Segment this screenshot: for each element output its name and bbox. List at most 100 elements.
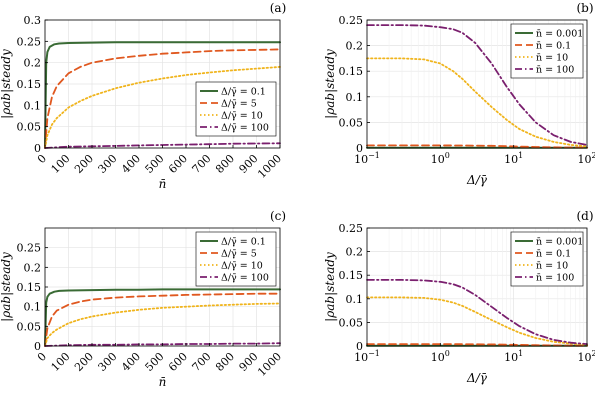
y-tick-label: 0.05 [339, 116, 364, 129]
y-axis-label: |ρab|steady [0, 49, 13, 119]
legend-label-4: Δ/γ̄ = 100 [221, 273, 269, 284]
y-tick-label: 0.15 [339, 65, 364, 78]
axes-box [366, 227, 588, 347]
y-tick-label: 0.2 [24, 57, 42, 70]
x-tick-label: 10−1 [354, 151, 380, 166]
y-tick-label: 0.15 [339, 269, 364, 282]
x-tick-label: 0 [35, 350, 49, 364]
x-tick-label: 600 [166, 350, 190, 374]
y-tick-label: 0.3 [24, 14, 42, 27]
legend-label-2: n̄ = 0.1 [536, 249, 571, 260]
y-tick-label: 0 [34, 340, 41, 353]
x-tick-label: 200 [72, 152, 96, 176]
x-tick-label: 100 [431, 349, 450, 364]
y-tick-label: 0.25 [17, 35, 42, 48]
x-tick-label: 102 [577, 151, 595, 166]
x-tick-label: 600 [166, 152, 190, 176]
x-tick-label: 400 [119, 350, 143, 374]
y-tick-label: 0.1 [24, 99, 42, 112]
y-tick-label: 0.1 [24, 301, 42, 314]
x-axis-label: n̄ [159, 375, 167, 389]
x-tick-label: 400 [119, 152, 143, 176]
x-axis-label: Δ/γ̄ [466, 371, 488, 385]
legend-label-1: n̄ = 0.001 [536, 237, 583, 248]
legend-label-2: Δ/γ̄ = 5 [221, 249, 257, 260]
legend-label-1: Δ/γ̄ = 0.1 [221, 237, 266, 248]
series-line-3 [44, 66, 281, 149]
x-axis-label: Δ/γ̄ [466, 173, 488, 187]
legend: Δ/γ̄ = 0.1Δ/γ̄ = 5Δ/γ̄ = 10Δ/γ̄ = 100 [195, 81, 277, 137]
y-tick-label: 0.25 [17, 242, 42, 255]
x-tick-label: 200 [72, 350, 96, 374]
series-line-3 [366, 57, 588, 148]
series-line-1 [44, 41, 281, 149]
legend-label-3: n̄ = 10 [536, 53, 568, 64]
y-tick-label: 0.2 [24, 261, 42, 274]
x-tick-label: 101 [504, 151, 523, 166]
y-tick-label: 0.2 [346, 40, 364, 53]
y-tick-label: 0.05 [17, 121, 42, 134]
panel-label: (b) [576, 1, 593, 15]
x-tick-label: 500 [143, 350, 167, 374]
panel-c: 00.050.10.150.20.250 100 200 300 400 500 600 70… [0, 209, 286, 389]
x-tick-label: 100 [49, 152, 73, 176]
panel-label: (a) [270, 1, 287, 15]
y-tick-label: 0.15 [17, 281, 42, 294]
x-tick-label: 700 [190, 152, 214, 176]
y-axis-label: |ρab|steady [0, 252, 13, 322]
series-line-3 [366, 296, 588, 346]
y-tick-label: 0.2 [346, 246, 364, 259]
y-tick-label: 0.25 [339, 14, 364, 27]
axes-box [366, 19, 588, 149]
panel-b: 0 0.05 0.1 0.15 0.2 0.25 10−1 100 101 102 Δ/γ̄ |ρab… [323, 1, 595, 187]
x-tick-label: 100 [431, 151, 450, 166]
x-tick-label: 0 [35, 152, 49, 166]
legend-label-2: Δ/γ̄ = 5 [221, 99, 257, 110]
x-tick-label: 300 [96, 350, 120, 374]
legend-label-4: n̄ = 100 [536, 65, 574, 76]
series-line-3 [44, 302, 281, 347]
x-tick-label: 1000 [255, 152, 284, 181]
x-tick-label: 800 [213, 350, 237, 374]
y-tick-label: 0.15 [17, 78, 42, 91]
y-tick-label: 0.1 [346, 293, 364, 306]
x-tick-label: 300 [96, 152, 120, 176]
y-tick-label: 0 [34, 142, 41, 155]
x-tick-label: 1000 [255, 350, 284, 379]
x-tick-label: 800 [213, 152, 237, 176]
legend-label-1: n̄ = 0.001 [536, 29, 583, 40]
y-tick-label: 0.05 [339, 316, 364, 329]
y-axis-label: |ρab|steady [323, 49, 337, 119]
y-tick-label: 0.25 [339, 222, 364, 235]
y-tick-label: 0 [356, 142, 363, 155]
x-tick-label: 500 [143, 152, 167, 176]
panel-a: 00.050.10.150.20.250.30 100 200 300 400 500 60… [0, 1, 286, 191]
legend-label-3: Δ/γ̄ = 10 [221, 111, 263, 122]
x-tick-label: 100 [49, 350, 73, 374]
y-tick-label: 0.05 [17, 320, 42, 333]
y-axis-label: |ρab|steady [323, 252, 337, 322]
x-tick-label: 10−1 [354, 349, 380, 364]
legend-label-1: Δ/γ̄ = 0.1 [221, 87, 266, 98]
y-tick-label: 0.1 [346, 91, 364, 104]
legend-label-3: Δ/γ̄ = 10 [221, 261, 263, 272]
x-axis-label: n̄ [159, 177, 167, 191]
legend-label-4: n̄ = 100 [536, 273, 574, 284]
series-line-2 [44, 292, 281, 347]
x-tick-label: 101 [504, 349, 523, 364]
legend-label-3: n̄ = 10 [536, 261, 568, 272]
legend: Δ/γ̄ = 0.1Δ/γ̄ = 5Δ/γ̄ = 10Δ/γ̄ = 100 [195, 231, 277, 287]
x-tick-label: 102 [577, 349, 595, 364]
x-tick-label: 700 [190, 350, 214, 374]
series-line-2 [366, 343, 588, 347]
legend-label-4: Δ/γ̄ = 100 [221, 123, 269, 134]
series-line-4 [366, 24, 588, 146]
y-tick-label: 0 [356, 340, 363, 353]
legend-label-2: n̄ = 0.1 [536, 41, 571, 52]
series-line-1 [44, 288, 281, 347]
panel-label: (d) [576, 209, 593, 223]
panel-d: 0 0.05 0.1 0.15 0.2 0.25 10−1 100 101 102 Δ/γ̄ |ρab… [323, 209, 595, 385]
